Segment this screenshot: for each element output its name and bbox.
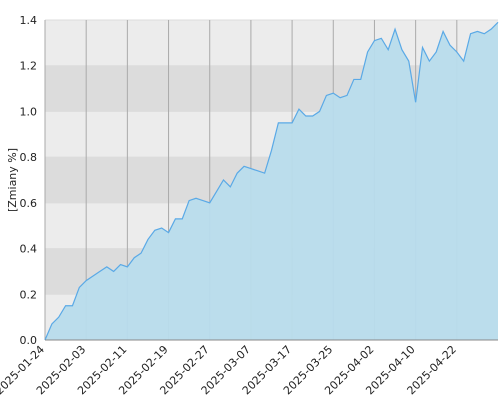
y-tick-label: 0.8	[20, 151, 38, 164]
y-tick-label: 1.4	[20, 14, 38, 27]
area-fill	[45, 22, 498, 341]
y-axis-label: [Zmiany %]	[6, 148, 19, 212]
y-tick-label: 1.2	[20, 60, 38, 73]
area-line	[44, 21, 499, 341]
y-tick-label: 1.0	[20, 105, 38, 118]
grid-band	[45, 20, 498, 66]
y-tick-label: 0.2	[20, 288, 38, 301]
y-tick-label: 0.6	[20, 197, 38, 210]
y-tick-label: 0.0	[20, 334, 38, 347]
y-tick-label: 0.4	[20, 243, 38, 256]
